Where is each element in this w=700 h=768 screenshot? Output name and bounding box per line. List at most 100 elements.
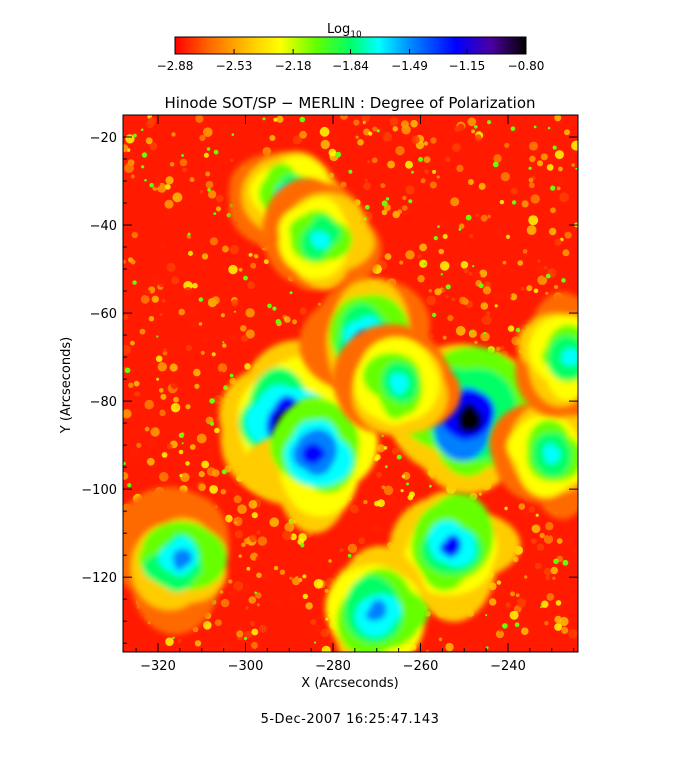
texture-speck [383,446,388,450]
colorbar-tick-label: −1.15 [449,59,486,73]
texture-speck [540,605,543,609]
texture-speck [480,214,488,222]
texture-speck [188,250,193,256]
texture-speck [201,264,207,270]
texture-speck [533,288,539,294]
texture-speck [555,600,562,606]
region-blob [457,409,476,425]
texture-speck [407,494,414,501]
texture-speck [173,396,179,403]
texture-speck [474,134,482,142]
texture-speck [132,280,137,285]
texture-speck [144,179,147,182]
texture-speck [456,164,464,172]
texture-speck [290,533,297,541]
texture-speck [237,504,247,514]
texture-speck [478,283,484,289]
texture-speck [244,537,251,545]
texture-speck [231,299,239,307]
texture-speck [328,148,337,157]
texture-speck [454,126,460,132]
texture-speck [240,334,248,343]
polarization-region [332,324,461,436]
texture-speck [502,623,508,629]
texture-speck [529,155,536,163]
texture-speck [123,462,126,465]
texture-speck [201,253,209,260]
texture-speck [244,630,253,639]
texture-speck [444,156,451,163]
texture-speck [480,124,490,135]
texture-speck [319,126,330,137]
texture-speck [425,197,431,203]
timestamp: 5-Dec-2007 16:25:47.143 [260,712,440,727]
texture-speck [149,142,158,151]
texture-speck [385,197,390,201]
texture-speck [177,638,182,643]
texture-speck [171,276,180,285]
texture-speck [159,472,169,482]
texture-speck [130,259,136,265]
texture-speck [220,642,230,652]
texture-speck [554,150,564,160]
texture-speck [556,538,563,544]
texture-speck [320,628,330,638]
texture-speck [472,265,475,268]
texture-speck [536,160,544,167]
polarization-region [325,545,429,652]
colorbar-tick-label: −2.18 [275,59,312,73]
texture-speck [192,282,198,289]
texture-speck [263,545,268,550]
texture-speck [552,576,556,580]
colorbar-tick-label: −0.80 [508,59,545,73]
texture-speck [434,288,442,296]
texture-speck [451,297,456,302]
texture-speck [541,600,549,608]
texture-speck [324,588,329,593]
region-blob [304,448,322,462]
texture-speck [159,409,166,416]
texture-speck [193,368,201,377]
texture-speck [535,264,545,275]
texture-speck [254,591,257,595]
texture-speck [262,117,266,121]
texture-speck [205,171,211,177]
region-blob [543,444,558,459]
texture-speck [157,362,167,372]
texture-speck [424,169,429,175]
texture-speck [480,332,490,342]
texture-speck [347,543,358,553]
colorbar-label: Log10 [327,22,362,40]
texture-speck [246,149,251,154]
texture-speck [250,262,257,269]
texture-speck [468,329,477,338]
texture-speck [429,181,437,189]
texture-speck [562,249,570,257]
texture-speck [419,243,427,252]
texture-speck [386,496,397,507]
texture-speck [402,195,407,201]
texture-speck [124,367,131,374]
texture-speck [123,472,129,480]
texture-speck [553,558,559,564]
texture-speck [405,250,415,260]
colorbar-tick-label: −1.84 [332,59,369,73]
region-blob [174,551,187,568]
y-axis-label: Y (Arcseconds) [59,337,74,434]
texture-speck [289,576,293,580]
texture-speck [533,125,537,129]
texture-speck [267,303,272,309]
texture-speck [263,259,269,265]
texture-speck [397,503,407,513]
texture-speck [401,205,408,211]
texture-speck [545,291,549,295]
texture-speck [313,624,322,633]
texture-speck [189,321,198,330]
texture-speck [123,259,126,264]
texture-speck [467,117,477,127]
texture-speck [465,214,472,221]
texture-speck [523,509,530,517]
texture-speck [377,444,386,453]
texture-speck [186,234,192,239]
texture-speck [410,119,418,128]
